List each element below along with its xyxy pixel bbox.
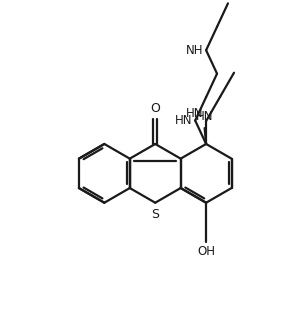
Text: NH: NH xyxy=(186,44,204,57)
Text: OH: OH xyxy=(197,245,215,258)
Text: O: O xyxy=(150,102,160,115)
Text: HN: HN xyxy=(175,114,193,127)
Text: HN: HN xyxy=(186,107,204,120)
Text: S: S xyxy=(151,208,159,221)
Text: HN: HN xyxy=(196,110,213,123)
